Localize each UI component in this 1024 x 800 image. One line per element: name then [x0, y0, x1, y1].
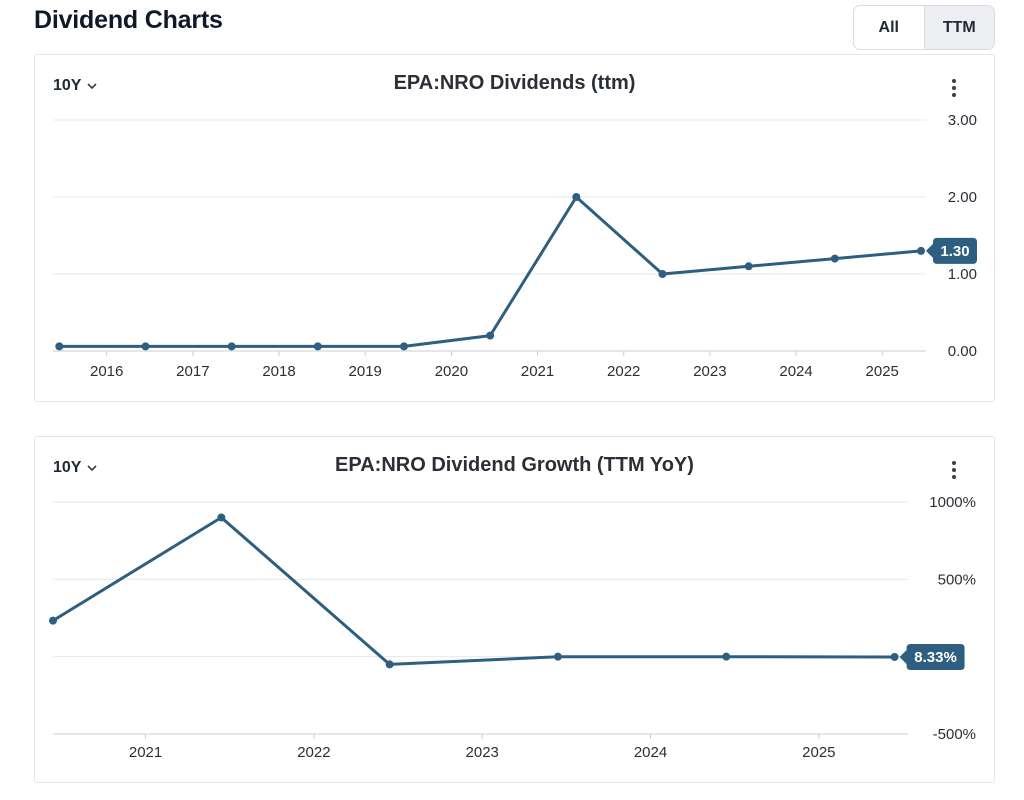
chevron-down-icon: [87, 465, 98, 472]
y-tick-label: 1000%: [929, 494, 976, 511]
x-tick-label: 2019: [349, 363, 382, 380]
data-point[interactable]: [141, 342, 150, 351]
y-tick-label: 1.00: [948, 266, 977, 283]
data-point[interactable]: [385, 660, 394, 669]
x-tick-label: 2021: [521, 363, 554, 380]
last-value-badge: 8.33%: [899, 643, 965, 670]
dividends-chart-card: 0.00 1.00 2.00 3.00 2016 2017 2018 2019 2020 2021…: [34, 54, 995, 402]
x-tick-label: 2018: [262, 363, 295, 380]
x-tick-label: 2022: [607, 363, 640, 380]
y-tick-label: 2.00: [948, 189, 977, 206]
last-value-badge: 1.30: [926, 237, 977, 264]
x-tick-label: 2022: [297, 744, 330, 761]
data-point[interactable]: [917, 246, 925, 255]
series-line: [59, 195, 922, 348]
x-tick-label: 2024: [634, 744, 667, 761]
page-title: Dividend Charts: [34, 6, 223, 34]
y-tick-label: 500%: [938, 571, 976, 588]
x-tick-label: 2025: [802, 744, 835, 761]
x-tick-label: 2020: [435, 363, 468, 380]
x-tick-label: 2023: [466, 744, 499, 761]
range-label: 10Y: [53, 77, 82, 94]
kebab-menu-icon[interactable]: [944, 457, 964, 483]
y-tick-label: 0.00: [948, 343, 977, 360]
data-point[interactable]: [49, 616, 57, 625]
last-value-label: 1.30: [940, 243, 969, 260]
range-selector[interactable]: 10Y: [53, 459, 98, 477]
data-point[interactable]: [217, 513, 226, 522]
data-point[interactable]: [227, 342, 236, 351]
data-point[interactable]: [890, 652, 899, 661]
data-point[interactable]: [722, 652, 731, 661]
toggle-all-button[interactable]: All: [878, 18, 899, 36]
data-point[interactable]: [658, 270, 667, 278]
period-toggle: All TTM: [853, 5, 995, 50]
data-point[interactable]: [55, 342, 64, 351]
last-value-label: 8.33%: [914, 649, 957, 666]
series-line: [52, 516, 895, 666]
data-point[interactable]: [744, 262, 753, 271]
x-tick-label: 2017: [176, 363, 209, 380]
y-tick-label: -500%: [933, 726, 976, 743]
x-tick-label: 2024: [779, 363, 812, 380]
data-point[interactable]: [486, 331, 495, 340]
range-label: 10Y: [53, 459, 82, 476]
data-point[interactable]: [313, 342, 322, 351]
kebab-menu-icon[interactable]: [944, 75, 964, 101]
x-tick-label: 2023: [693, 363, 726, 380]
toggle-ttm-button[interactable]: TTM: [923, 6, 994, 49]
dividends-chart: 0.00 1.00 2.00 3.00 2016 2017 2018 2019 2020 2021…: [53, 112, 977, 380]
y-tick-label: 3.00: [948, 112, 977, 129]
data-point[interactable]: [572, 193, 581, 201]
chart-title: EPA:NRO Dividends (ttm): [393, 72, 636, 94]
dividend-growth-chart-card: -500% 500% 1000% 2021 2022 2023 2024 2025 8.33% …: [34, 436, 995, 783]
data-point[interactable]: [830, 254, 839, 263]
dividend-growth-chart: -500% 500% 1000% 2021 2022 2023 2024 2025 8.33%: [49, 494, 976, 761]
x-tick-label: 2016: [90, 363, 123, 380]
data-point[interactable]: [553, 652, 562, 661]
chart-title: EPA:NRO Dividend Growth (TTM YoY): [335, 454, 694, 476]
chevron-down-icon: [87, 83, 98, 90]
x-tick-label: 2025: [866, 363, 899, 380]
x-tick-label: 2021: [129, 744, 162, 761]
range-selector[interactable]: 10Y: [53, 77, 98, 95]
data-point[interactable]: [399, 342, 408, 351]
